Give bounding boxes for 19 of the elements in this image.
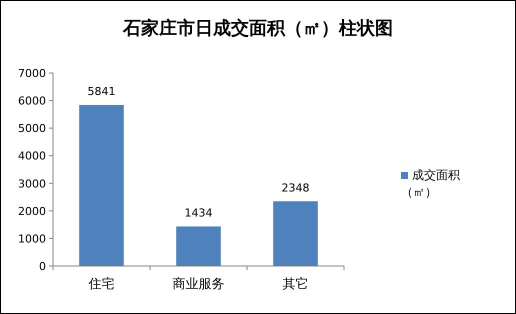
data-label: 1434 xyxy=(184,206,212,220)
y-tick-label: 3000 xyxy=(18,177,46,190)
y-tick-label: 6000 xyxy=(18,94,46,108)
bar xyxy=(79,104,124,266)
y-tick-label: 4000 xyxy=(18,150,46,163)
chart-title: 石家庄市日成交面积（㎡）柱状图 xyxy=(122,18,393,38)
bar xyxy=(176,226,221,266)
data-label: 2348 xyxy=(282,181,310,194)
x-tick-label: 住宅 xyxy=(88,276,114,292)
y-tick-label: 1000 xyxy=(18,232,46,246)
y-tick-label: 0 xyxy=(39,260,46,273)
x-tick-label: 其它 xyxy=(282,276,308,292)
data-label: 5841 xyxy=(88,84,116,98)
y-tick-label: 5000 xyxy=(18,122,46,136)
x-tick-label: 商业服务 xyxy=(172,277,224,292)
bar xyxy=(273,201,318,266)
legend-label: 成交面积（㎡） xyxy=(401,167,461,201)
y-tick-label: 2000 xyxy=(18,204,46,218)
y-tick-label: 7000 xyxy=(18,67,46,80)
